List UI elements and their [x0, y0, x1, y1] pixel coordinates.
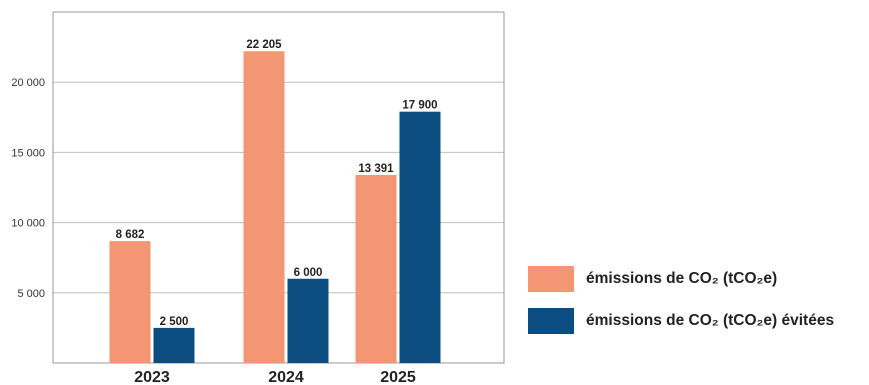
- legend-item-avoided: émissions de CO₂ (tCO₂e) évitées: [528, 308, 834, 334]
- legend-label-emissions: émissions de CO₂ (tCO₂e): [586, 270, 778, 287]
- bar-emissions: [109, 241, 151, 363]
- legend-swatch-avoided: [528, 308, 574, 334]
- legend: émissions de CO₂ (tCO₂e) émissions de CO…: [528, 266, 834, 350]
- data-label: 6 000: [294, 267, 323, 279]
- legend-swatch-emissions: [528, 266, 574, 292]
- bar-avoided: [399, 111, 441, 364]
- x-tick-label: 2024: [268, 369, 304, 385]
- bar-avoided: [287, 278, 329, 363]
- bar-avoided: [153, 327, 195, 363]
- data-label: 22 205: [246, 39, 282, 51]
- legend-item-emissions: émissions de CO₂ (tCO₂e): [528, 266, 834, 292]
- data-label: 8 682: [116, 229, 145, 241]
- y-tick-label: 5 000: [17, 288, 45, 300]
- bar-emissions: [243, 51, 285, 364]
- y-tick-label: 20 000: [11, 77, 45, 89]
- legend-label-avoided: émissions de CO₂ (tCO₂e) évitées: [586, 312, 835, 329]
- data-label: 17 900: [402, 100, 437, 112]
- y-tick-label: 10 000: [11, 218, 45, 230]
- data-label: 13 391: [358, 163, 394, 175]
- data-label: 2 500: [160, 316, 189, 328]
- x-tick-label: 2025: [380, 369, 416, 385]
- y-tick-label: 15 000: [11, 147, 45, 159]
- bar-emissions: [355, 174, 397, 363]
- x-tick-label: 2023: [134, 369, 170, 385]
